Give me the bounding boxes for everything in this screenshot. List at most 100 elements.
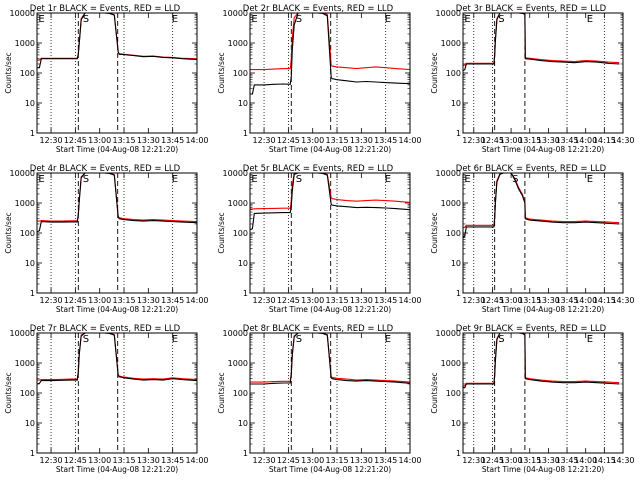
y-axis: 1 10 100 1000 10000 xyxy=(436,329,623,458)
x-tick-label: 13:45 xyxy=(161,136,184,145)
interval-marker-label: E xyxy=(385,14,391,25)
y-tick-label: 100 xyxy=(233,69,248,78)
interval-marker-label: E xyxy=(172,14,178,25)
x-tick-label: 13:00 xyxy=(500,136,523,145)
lld-series-line xyxy=(37,173,197,223)
x-tick-label: 14:30 xyxy=(611,136,634,145)
x-tick-label: 14:00 xyxy=(398,456,421,465)
y-tick-label: 10 xyxy=(238,419,248,428)
x-tick-label: 13:15 xyxy=(112,296,135,305)
interval-marker-label: S xyxy=(83,174,89,185)
x-tick-label: 12:45 xyxy=(277,136,300,145)
y-axis-label: Counts/sec xyxy=(4,212,13,253)
x-tick-label: 14:00 xyxy=(398,136,421,145)
series-lines xyxy=(37,13,197,69)
panel-title: Det 5r BLACK = Events, RED = LLD xyxy=(243,164,394,174)
x-tick-label: 13:45 xyxy=(556,456,579,465)
y-tick-label: 10 xyxy=(25,419,35,428)
x-tick-label: 13:30 xyxy=(137,136,160,145)
series-lines xyxy=(250,333,410,385)
y-tick-label: 100 xyxy=(446,389,461,398)
interval-marker-label: E xyxy=(464,14,470,25)
x-tick-label: 14:00 xyxy=(185,456,208,465)
interval-marker-label: E xyxy=(464,174,470,185)
x-tick-label: 13:00 xyxy=(301,136,324,145)
x-tick-label: 12:30 xyxy=(462,456,485,465)
y-tick-label: 1 xyxy=(456,449,461,458)
x-tick-label: 13:45 xyxy=(161,296,184,305)
x-tick-label: 13:30 xyxy=(137,296,160,305)
y-tick-label: 1000 xyxy=(441,359,461,368)
x-tick-label: 14:00 xyxy=(185,136,208,145)
y-tick-label: 10000 xyxy=(10,169,35,178)
series-lines xyxy=(37,173,197,233)
x-tick-label: 13:00 xyxy=(88,296,111,305)
plot-frame xyxy=(249,172,411,294)
x-tick-label: 13:15 xyxy=(518,456,541,465)
y-axis-label: Counts/sec xyxy=(217,372,226,413)
y-axis: 1 10 100 1000 10000 xyxy=(223,9,410,138)
events-series-line xyxy=(37,173,197,233)
y-tick-label: 10 xyxy=(238,259,248,268)
lld-series-line xyxy=(37,333,197,381)
events-series-line xyxy=(37,333,197,385)
reference-lines xyxy=(263,13,387,133)
y-tick-label: 10000 xyxy=(436,169,461,178)
y-tick-label: 1000 xyxy=(441,199,461,208)
y-tick-label: 1000 xyxy=(228,359,248,368)
series-lines xyxy=(250,13,410,95)
x-tick-label: 12:30 xyxy=(40,456,63,465)
reference-lines xyxy=(473,333,605,453)
interval-marker-label: S xyxy=(296,174,302,185)
lld-series-line xyxy=(463,173,620,229)
y-axis: 1 10 100 1000 10000 xyxy=(10,169,197,298)
panel-7: Det 7r BLACK = Events, RED = LLD 1 10 100 10… xyxy=(4,324,209,474)
x-tick-label: 14:00 xyxy=(574,296,597,305)
reference-lines xyxy=(473,13,605,133)
plot-frame xyxy=(36,172,198,294)
y-axis-label: Counts/sec xyxy=(430,52,439,93)
reference-lines xyxy=(50,333,174,453)
interval-marker-label: E xyxy=(587,174,593,185)
x-axis: 12:3012:4513:0013:1513:3013:4514:0014:15… xyxy=(462,173,635,305)
panel-6: Det 6r BLACK = Events, RED = LLD 1 10 100 10… xyxy=(430,164,635,314)
panel-title: Det 9r BLACK = Events, RED = LLD xyxy=(456,324,607,334)
panel-title: Det 1r BLACK = Events, RED = LLD xyxy=(30,4,181,14)
y-axis: 1 10 100 1000 10000 xyxy=(436,169,623,298)
x-tick-label: 12:30 xyxy=(253,456,276,465)
y-tick-label: 10000 xyxy=(223,169,248,178)
y-tick-label: 1 xyxy=(243,449,248,458)
y-axis-label: Counts/sec xyxy=(4,52,13,93)
x-tick-label: 12:45 xyxy=(277,296,300,305)
y-axis: 1 10 100 1000 10000 xyxy=(10,9,197,138)
events-series-line xyxy=(250,333,410,385)
x-tick-label: 13:30 xyxy=(350,136,373,145)
reference-lines xyxy=(50,173,174,293)
y-tick-label: 10000 xyxy=(223,9,248,18)
x-tick-label: 13:00 xyxy=(88,456,111,465)
y-axis: 1 10 100 1000 10000 xyxy=(223,169,410,298)
x-axis: 12:3012:4513:0013:1513:3013:4514:0014:15… xyxy=(462,13,635,145)
x-tick-label: 12:45 xyxy=(481,456,504,465)
x-tick-label: 14:30 xyxy=(611,296,634,305)
series-lines xyxy=(463,173,620,238)
series-lines xyxy=(37,333,197,385)
x-axis: 12:30 12:45 13:00 13:15 13:30 13:45 14:00 xyxy=(40,13,209,145)
y-tick-label: 10 xyxy=(238,99,248,108)
y-axis-label: Counts/sec xyxy=(430,372,439,413)
lld-series-line xyxy=(250,13,410,71)
y-axis-label: Counts/sec xyxy=(4,372,13,413)
panel-title: Det 3r BLACK = Events, RED = LLD xyxy=(456,4,607,14)
x-tick-label: 12:30 xyxy=(40,136,63,145)
x-axis-label: Start Time (04-Aug-08 12:21:20) xyxy=(269,145,391,154)
interval-marker-label: S xyxy=(83,334,89,345)
y-tick-label: 100 xyxy=(20,229,35,238)
x-axis: 12:3012:4513:0013:1513:3013:4514:0014:15… xyxy=(462,333,635,465)
x-tick-label: 12:30 xyxy=(462,136,485,145)
interval-marker-label: E xyxy=(172,334,178,345)
y-tick-label: 10000 xyxy=(10,9,35,18)
series-lines xyxy=(463,13,620,72)
y-tick-label: 1 xyxy=(456,289,461,298)
x-axis-label: Start Time (04-Aug-08 12:21:20) xyxy=(269,465,391,474)
y-tick-label: 1000 xyxy=(228,39,248,48)
